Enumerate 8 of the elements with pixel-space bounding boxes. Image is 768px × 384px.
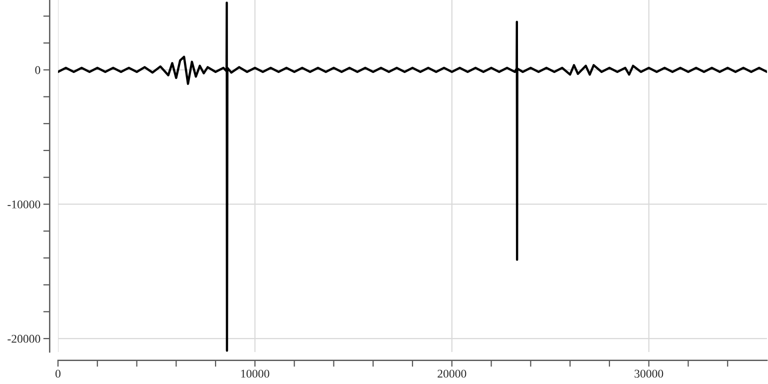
x-tick-label: 10000 — [241, 370, 270, 378]
x-tick-label: 0 — [56, 370, 60, 378]
line-series — [58, 2, 767, 352]
x-tick-label: 30000 — [634, 370, 664, 378]
x-tick-label: 20000 — [438, 370, 466, 378]
y-tick-label: -10000 — [8, 200, 40, 208]
y-tick-label: 0 — [35, 66, 40, 74]
y-tick-label: -20000 — [8, 334, 40, 343]
